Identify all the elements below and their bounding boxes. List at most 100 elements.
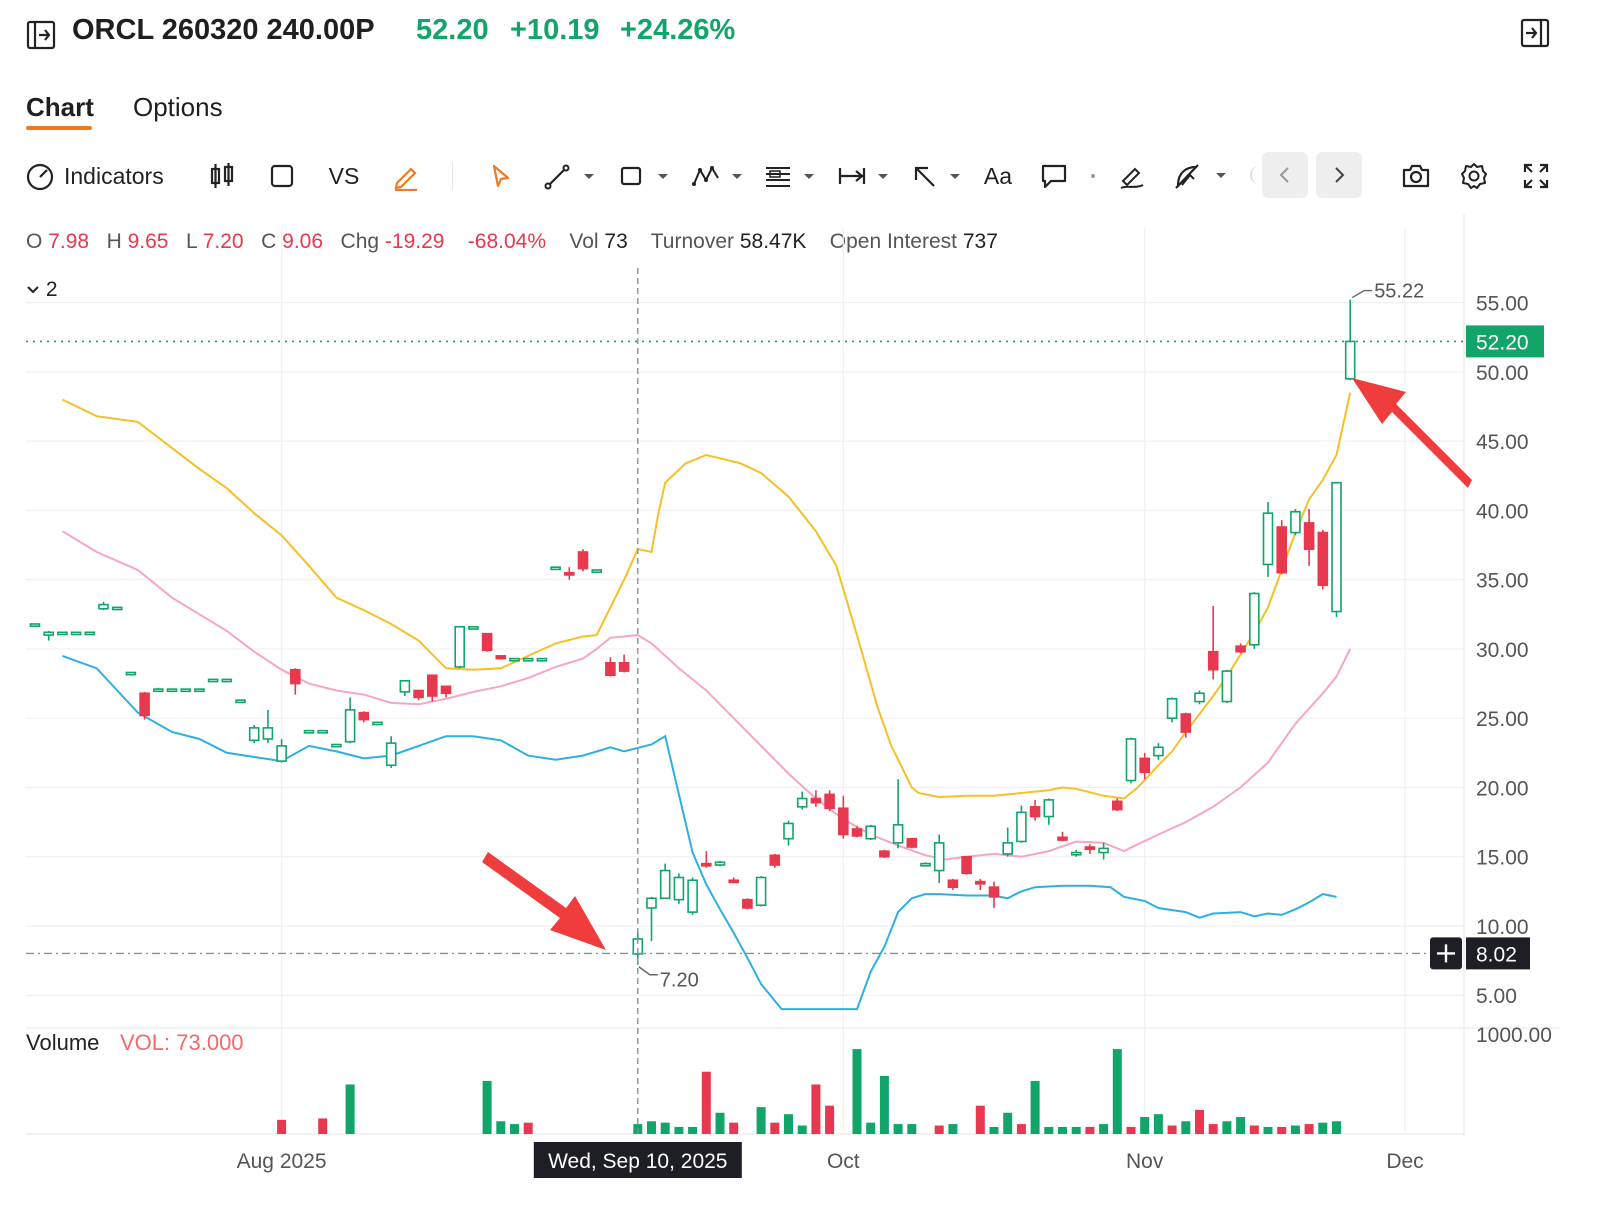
turnover-label: Turnover xyxy=(650,230,734,253)
candle-body xyxy=(235,699,246,704)
toolbar-scroll-left-button[interactable] xyxy=(1262,152,1308,198)
settings-button[interactable] xyxy=(1454,156,1494,196)
toolbar-dot xyxy=(1091,174,1095,178)
candle-body xyxy=(1125,738,1137,782)
candle-body xyxy=(399,679,411,693)
indicator-legend-toggle[interactable]: 2 xyxy=(26,278,58,302)
volume-bar xyxy=(1277,1126,1287,1134)
candle xyxy=(454,625,466,669)
candle-body xyxy=(1153,746,1164,757)
collapse-panel-icon[interactable] xyxy=(1520,18,1550,48)
candle xyxy=(947,878,959,890)
candle xyxy=(879,849,890,859)
brush-tool-button[interactable] xyxy=(1112,156,1152,196)
candle-type-button[interactable] xyxy=(202,156,242,196)
candle xyxy=(659,863,671,900)
candle xyxy=(125,671,137,676)
ohlc-legend: O 7.98 H 9.65 L 7.20 C 9.06 Chg -19.29 -… xyxy=(26,230,998,254)
crosshair-date-label: Wed, Sep 10, 2025 xyxy=(548,1150,727,1173)
change-label: Chg xyxy=(340,230,380,253)
candle xyxy=(43,630,55,641)
compare-label: VS xyxy=(328,162,360,189)
candle-body xyxy=(865,825,877,840)
note-tool-button[interactable] xyxy=(1034,156,1074,196)
callout-arrow-high xyxy=(1352,378,1472,488)
indicators-button[interactable]: Indicators xyxy=(24,156,174,196)
candle-body xyxy=(1043,799,1055,818)
candle-body xyxy=(1139,757,1150,774)
volume-bar xyxy=(1195,1109,1204,1134)
candle xyxy=(865,824,877,841)
candle xyxy=(646,896,657,942)
candle xyxy=(57,631,68,636)
chart-overlay: 52.20 8.02 55.22 7.20 xyxy=(26,268,1544,1134)
candle xyxy=(1262,502,1274,577)
volume-bar xyxy=(989,1126,999,1134)
candle xyxy=(1331,481,1342,618)
candle xyxy=(1070,849,1082,857)
trendline-tool-button[interactable] xyxy=(540,156,600,196)
layout-button[interactable] xyxy=(262,156,302,196)
hide-drawings-button[interactable] xyxy=(1170,156,1234,196)
arrow-tool-button[interactable] xyxy=(906,156,966,196)
compare-button[interactable]: VS xyxy=(322,156,366,196)
y-tick-label: 15.00 xyxy=(1476,847,1529,870)
fullscreen-button[interactable] xyxy=(1516,156,1556,196)
open-value: 7.98 xyxy=(48,230,90,253)
candle-body xyxy=(98,603,109,610)
text-tool-button[interactable]: Aa xyxy=(978,156,1018,196)
high-value: 9.65 xyxy=(127,230,169,253)
candle xyxy=(769,853,781,868)
candle xyxy=(1344,299,1356,381)
ruler-icon xyxy=(838,168,888,184)
y-tick-label: 50.00 xyxy=(1476,362,1529,385)
candle xyxy=(358,711,370,723)
candle-body xyxy=(1276,526,1287,574)
candle-body xyxy=(1180,713,1192,733)
crosshair-price-tag xyxy=(1466,937,1530,970)
candle-body xyxy=(796,797,808,808)
candle xyxy=(1029,799,1041,821)
panel-expand-icon[interactable] xyxy=(26,20,56,50)
cursor-tool-button[interactable] xyxy=(480,156,520,196)
candle-body xyxy=(1303,522,1315,550)
chart-grid xyxy=(26,214,1560,1136)
fibonacci-tool-button[interactable] xyxy=(760,156,820,196)
screenshot-button[interactable] xyxy=(1396,156,1436,196)
high-label: H xyxy=(106,230,122,253)
candle-body xyxy=(550,566,561,571)
candle-body xyxy=(1098,847,1109,854)
candle xyxy=(235,699,246,704)
candle-body xyxy=(1016,811,1027,843)
shape-tool-button[interactable] xyxy=(614,156,674,196)
candle-body xyxy=(755,876,767,906)
tab-options[interactable]: Options xyxy=(133,92,223,122)
candlestick-icon xyxy=(210,163,234,188)
draw-toggle-button[interactable] xyxy=(386,156,426,196)
candle xyxy=(755,876,767,907)
candle-body xyxy=(824,793,835,810)
candle xyxy=(344,697,356,744)
candle-body xyxy=(933,842,945,872)
candle-body xyxy=(1002,842,1014,855)
fibonacci-icon xyxy=(766,167,814,187)
candle xyxy=(728,877,740,884)
bollinger-middle-line xyxy=(61,530,1352,861)
volume-bar xyxy=(1304,1124,1314,1134)
toolbar-scroll-right-button[interactable] xyxy=(1316,152,1362,198)
bollinger-lower-line xyxy=(62,654,1337,1011)
crosshair-price-label: 8.02 xyxy=(1476,943,1517,966)
candle xyxy=(700,851,712,868)
pattern-tool-button[interactable] xyxy=(688,156,748,196)
candle xyxy=(98,601,109,611)
measure-tool-button[interactable] xyxy=(834,156,894,196)
tab-chart[interactable]: Chart xyxy=(26,92,94,122)
candle-body xyxy=(1249,592,1260,646)
volume-bar xyxy=(1071,1126,1081,1134)
candle xyxy=(331,743,342,748)
volume-bar xyxy=(1332,1121,1341,1134)
candle-body xyxy=(1235,645,1246,653)
x-tick-label: Oct xyxy=(827,1150,860,1173)
open-interest-value: 737 xyxy=(962,230,998,253)
